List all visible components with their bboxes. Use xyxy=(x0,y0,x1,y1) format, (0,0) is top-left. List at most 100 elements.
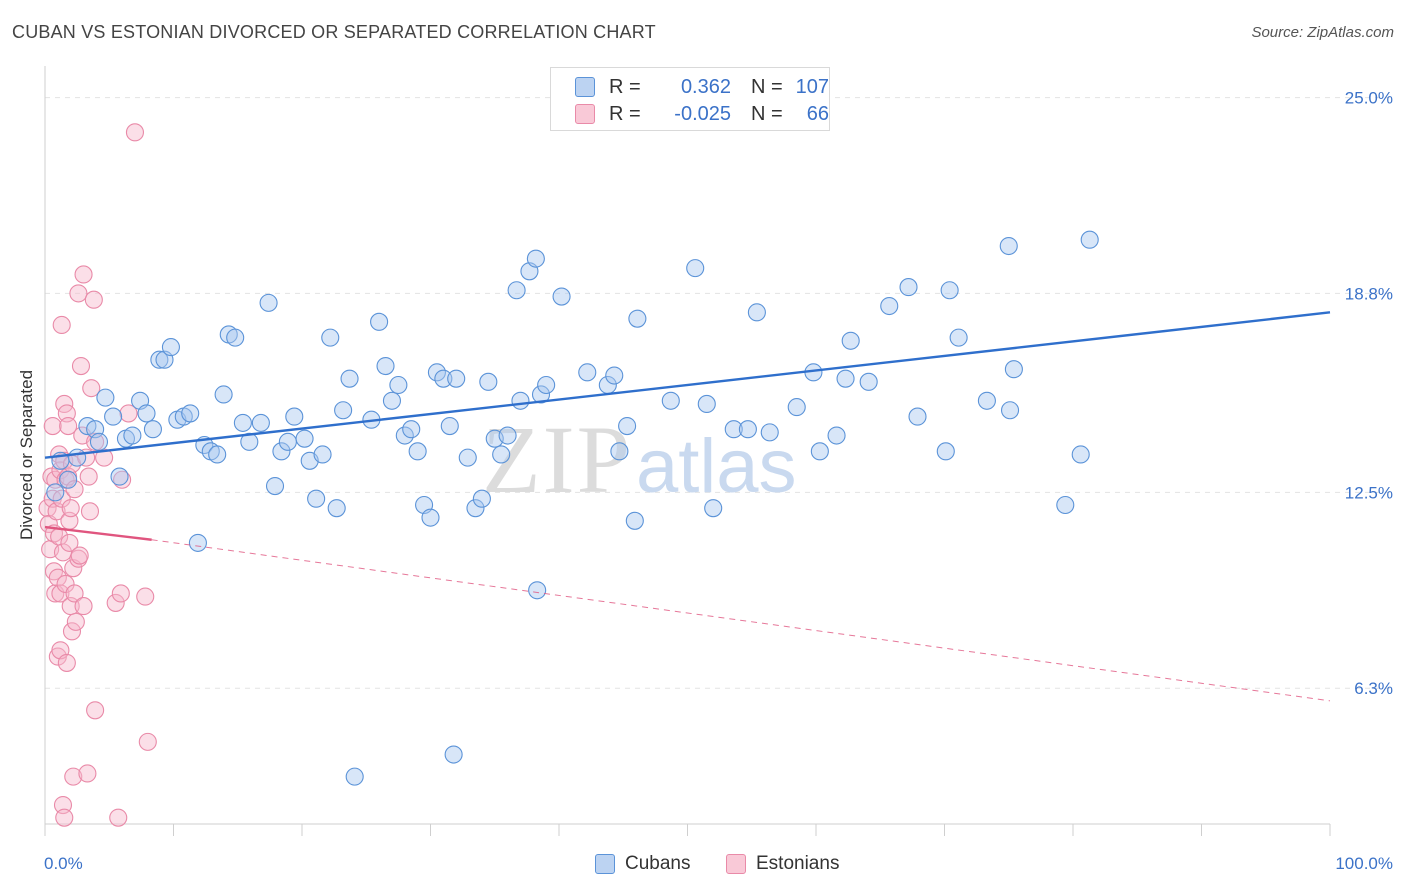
data-point-cubans xyxy=(472,489,491,508)
legend-n-value: 66 xyxy=(806,102,829,125)
legend-r-label: R = xyxy=(609,102,641,125)
data-point-cubans xyxy=(836,369,855,388)
data-point-cubans xyxy=(859,372,878,391)
data-point-estonians xyxy=(62,622,82,641)
data-point-cubans xyxy=(89,432,109,451)
data-point-cubans xyxy=(940,281,959,300)
legend-n-label: N = xyxy=(751,102,783,125)
axes xyxy=(44,66,1331,836)
watermark-atlas: atlas xyxy=(636,424,797,509)
data-point-cubans xyxy=(528,581,547,600)
watermark: ZIP atlas xyxy=(482,406,797,513)
data-point-cubans xyxy=(251,413,270,432)
data-point-cubans xyxy=(334,401,353,420)
legend-item-estonians[interactable]: Estonians xyxy=(726,852,839,876)
y-tick-label: 18.8% xyxy=(1345,284,1393,303)
data-point-cubans xyxy=(1071,445,1090,464)
data-point-estonians xyxy=(71,356,91,376)
data-point-cubans xyxy=(143,420,162,439)
data-point-estonians xyxy=(69,284,88,303)
data-point-estonians xyxy=(74,265,93,284)
data-point-cubans xyxy=(46,483,65,502)
data-point-cubans xyxy=(226,328,245,347)
trend-line-estonians xyxy=(44,525,152,541)
data-point-estonians xyxy=(86,432,105,451)
data-point-cubans xyxy=(59,470,78,489)
data-point-cubans xyxy=(295,429,314,448)
data-point-cubans xyxy=(552,287,571,306)
data-point-cubans xyxy=(321,328,340,347)
data-point-cubans xyxy=(370,312,389,331)
data-point-estonians xyxy=(74,597,93,616)
data-point-estonians xyxy=(52,315,71,335)
data-point-cubans xyxy=(272,442,291,461)
estonians-swatch xyxy=(726,854,746,874)
data-point-estonians xyxy=(78,764,97,783)
data-point-cubans xyxy=(479,372,498,391)
x-tick-label: 100.0% xyxy=(1335,854,1393,873)
data-point-cubans xyxy=(345,767,364,786)
data-point-cubans xyxy=(214,385,233,404)
data-point-cubans xyxy=(578,363,597,382)
data-point-estonians xyxy=(106,593,125,612)
legend-r-value: -0.025 xyxy=(674,102,731,125)
data-point-cubans xyxy=(434,369,453,388)
y-axis-label: Divorced or Separated xyxy=(17,369,36,541)
data-point-cubans xyxy=(760,423,779,442)
data-point-estonians xyxy=(65,584,84,603)
series-cubans-points xyxy=(46,230,1099,786)
data-point-cubans xyxy=(1056,495,1075,515)
data-point-estonians xyxy=(80,502,100,521)
y-tick-label: 6.3% xyxy=(1354,679,1393,698)
data-point-cubans xyxy=(327,499,346,518)
data-point-cubans xyxy=(618,416,637,436)
legend-label-cubans: Cubans xyxy=(625,853,691,874)
trend-line-estonians-extended xyxy=(151,539,1331,702)
trend-line-cubans xyxy=(44,311,1331,459)
data-point-cubans xyxy=(880,296,899,316)
data-point-cubans xyxy=(827,426,846,445)
data-point-cubans xyxy=(498,426,517,445)
legend-label-estonians: Estonians xyxy=(756,853,840,874)
data-point-estonians xyxy=(82,379,101,398)
data-point-cubans xyxy=(787,398,806,417)
cubans-swatch xyxy=(575,77,595,97)
grid-lines xyxy=(45,97,1393,689)
data-point-cubans xyxy=(421,508,440,527)
data-point-cubans xyxy=(511,391,530,410)
data-point-cubans xyxy=(104,407,123,426)
data-point-cubans xyxy=(899,278,918,297)
data-point-cubans xyxy=(150,350,169,369)
data-point-estonians xyxy=(64,767,83,786)
y-tick-label: 12.5% xyxy=(1345,483,1393,502)
x-tick-label: 0.0% xyxy=(44,854,83,873)
data-point-cubans xyxy=(285,407,304,426)
data-point-cubans xyxy=(1080,230,1099,249)
data-point-cubans xyxy=(188,533,207,552)
data-point-cubans xyxy=(999,236,1018,256)
data-point-estonians xyxy=(138,732,157,751)
data-point-cubans xyxy=(402,420,421,439)
legend-row-estonians: R = -0.025 N = 66 xyxy=(575,102,829,126)
data-point-estonians xyxy=(113,470,132,489)
data-point-cubans xyxy=(137,404,156,423)
data-point-cubans xyxy=(531,385,551,404)
data-point-cubans xyxy=(181,404,200,423)
data-point-estonians xyxy=(55,808,74,827)
legend-n-value: 107 xyxy=(795,75,829,98)
source-label: Source: ZipAtlas.com xyxy=(1251,24,1394,41)
cubans-swatch xyxy=(595,854,615,874)
legend-r-label: R = xyxy=(609,75,641,98)
watermark-zip: ZIP xyxy=(482,406,632,513)
data-point-estonians xyxy=(125,123,144,142)
legend-item-cubans[interactable]: Cubans xyxy=(595,852,691,876)
data-point-estonians xyxy=(84,290,103,309)
data-point-cubans xyxy=(382,391,402,410)
data-point-cubans xyxy=(259,293,278,312)
data-point-cubans xyxy=(278,432,297,451)
data-point-cubans xyxy=(1000,401,1020,420)
data-point-cubans xyxy=(68,448,87,467)
data-point-estonians xyxy=(43,416,62,436)
data-point-cubans xyxy=(208,445,227,464)
